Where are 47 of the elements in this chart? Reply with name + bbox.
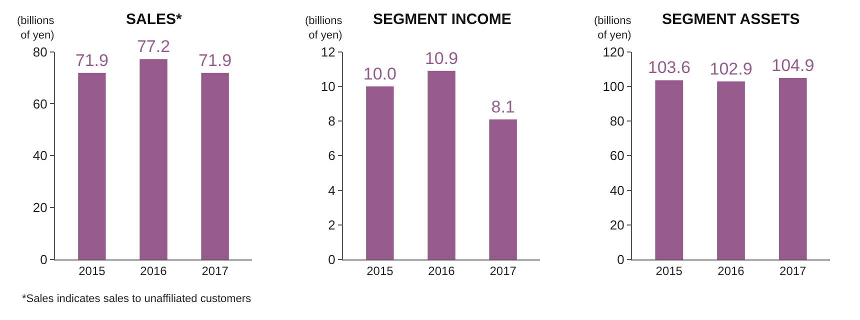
chart-title: SEGMENT ASSETS: [662, 11, 800, 28]
data-label: 71.9: [198, 50, 232, 70]
text: *Sales indicates sales to unaffiliated customers: [22, 293, 252, 305]
y-axis-title: (billions of yen): [17, 15, 55, 42]
x-tick-label: 2016: [428, 264, 456, 278]
x-tick-label: 2016: [140, 264, 168, 278]
x-tick-label: 2017: [780, 264, 807, 278]
data-label: 10.9: [424, 48, 458, 68]
y-tick-label: 100: [602, 78, 624, 94]
y-tick-label: 0: [40, 252, 48, 268]
chart-title: SALES*: [126, 11, 182, 28]
data-label: 77.2: [136, 37, 170, 56]
x-tick-label: 2017: [202, 264, 229, 278]
x-tick-label: 2015: [656, 264, 683, 278]
data-label: 103.6: [648, 58, 690, 78]
y-tick-label: 60: [32, 96, 48, 112]
data-label: 102.9: [710, 59, 752, 78]
y-tick-label: 4: [328, 182, 336, 198]
x-tick-label: 2015: [366, 264, 394, 278]
x-tick-label: 2017: [490, 264, 517, 278]
data-label: 10.0: [363, 64, 396, 84]
y-tick-label: 10: [320, 78, 336, 94]
y-tick-label: 8: [328, 114, 336, 129]
bar: [366, 86, 394, 260]
y-tick-label: 0: [328, 252, 336, 268]
y-tick-label: 40: [32, 148, 48, 164]
x-tick-label: 2016: [718, 264, 745, 278]
y-tick-label: 40: [610, 182, 624, 198]
y-tick-label: 60: [610, 148, 624, 164]
y-tick-label: 20: [610, 217, 624, 232]
y-axis-title: (billions of yen): [594, 15, 632, 42]
y-tick-label: 80: [32, 44, 48, 60]
data-label: 71.9: [75, 50, 108, 70]
y-tick-label: 0: [617, 252, 624, 268]
y-axis-title: (billions of yen): [305, 15, 343, 42]
data-label: 104.9: [772, 56, 814, 75]
y-tick-label: 6: [328, 148, 336, 164]
data-label: 8.1: [491, 97, 515, 116]
y-tick-label: 12: [320, 44, 336, 60]
y-tick-label: 20: [32, 200, 48, 216]
y-tick-label: 2: [328, 217, 336, 232]
x-tick-label: 2015: [78, 264, 106, 278]
y-tick-label: 80: [610, 114, 624, 129]
bar: [489, 119, 517, 260]
y-tick-label: 120: [602, 44, 624, 60]
chart-title: SEGMENT INCOME: [373, 11, 512, 28]
bar: [428, 70, 456, 260]
